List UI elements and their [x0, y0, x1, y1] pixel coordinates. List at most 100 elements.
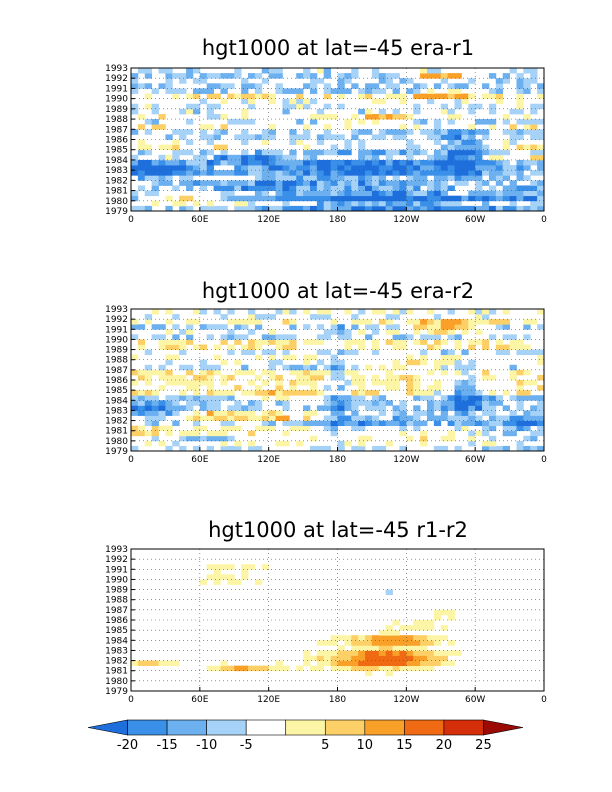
heatmap-cell	[365, 319, 373, 325]
heatmap-cell	[192, 170, 201, 176]
heatmap-cell	[275, 185, 283, 191]
heatmap-cell	[186, 129, 194, 135]
heatmap-cell	[234, 405, 242, 411]
heatmap-cell	[316, 78, 325, 84]
heatmap-cell	[420, 170, 428, 176]
heatmap-cell	[454, 359, 462, 366]
colorbar-tick-label: -5	[240, 738, 253, 753]
heatmap-cell	[337, 93, 345, 100]
heatmap-cell	[385, 83, 393, 89]
heatmap-cell	[461, 149, 469, 156]
heatmap-cell	[282, 665, 290, 672]
heatmap-cell	[344, 149, 352, 156]
heatmap-cell	[358, 374, 366, 381]
heatmap-cell	[420, 390, 428, 396]
heatmap-cell	[248, 405, 256, 411]
heatmap-cell	[426, 395, 435, 401]
heatmap-cell	[131, 165, 139, 171]
heatmap-cell	[440, 185, 449, 191]
heatmap-cell	[426, 165, 435, 171]
heatmap-cell	[447, 139, 455, 146]
heatmap-cell	[447, 159, 455, 166]
heatmap-cell	[488, 309, 497, 315]
heatmap-cell	[523, 410, 531, 416]
heatmap-cell	[413, 103, 421, 110]
heatmap-cell	[186, 205, 194, 212]
heatmap-cell	[248, 195, 256, 202]
heatmap-cell	[151, 405, 159, 411]
heatmap-cell	[330, 319, 338, 325]
heatmap-cell	[516, 93, 524, 100]
heatmap-cell	[365, 108, 373, 115]
heatmap-cell	[495, 445, 504, 452]
heatmap-cell	[227, 185, 235, 191]
heatmap-cell	[351, 655, 359, 661]
heatmap-cell	[344, 180, 352, 186]
heatmap-cell	[227, 93, 235, 100]
heatmap-cell	[530, 180, 538, 186]
heatmap-cell	[206, 395, 214, 401]
heatmap-cell	[371, 374, 380, 381]
heatmap-cell	[440, 415, 449, 421]
heatmap-cell	[275, 309, 283, 315]
heatmap-cell	[268, 134, 276, 140]
heatmap-cell	[537, 103, 545, 110]
heatmap-cell	[351, 319, 359, 325]
heatmap-cell	[254, 339, 263, 345]
heatmap-cell	[537, 185, 545, 191]
heatmap-cell	[282, 390, 290, 396]
heatmap-cell	[275, 165, 283, 171]
heatmap-cell	[206, 324, 214, 330]
heatmap-cell	[440, 149, 449, 156]
heatmap-cell	[330, 425, 338, 432]
heatmap-cell	[406, 139, 414, 146]
heatmap-cell	[303, 380, 311, 386]
heatmap-cell	[365, 420, 373, 427]
heatmap-cell	[475, 395, 483, 401]
heatmap-cell	[268, 329, 276, 335]
heatmap-cell	[537, 400, 545, 406]
heatmap-cell	[358, 380, 366, 386]
heatmap-cell	[454, 334, 462, 340]
heatmap-cell	[234, 119, 242, 125]
x-tick-label: 60W	[465, 695, 485, 705]
heatmap-cell	[461, 170, 469, 176]
heatmap-cell	[268, 415, 276, 421]
heatmap-cell	[165, 159, 173, 166]
heatmap-cell	[440, 650, 449, 656]
heatmap-cell	[275, 88, 283, 94]
heatmap-cell	[199, 78, 208, 84]
heatmap-cell	[371, 73, 380, 79]
heatmap-cell	[241, 159, 249, 166]
heatmap-cell	[358, 415, 366, 421]
heatmap-cell	[131, 334, 139, 340]
heatmap-cell	[406, 129, 414, 135]
heatmap-cell	[220, 180, 228, 186]
heatmap-cell	[248, 415, 256, 421]
heatmap-cell	[502, 344, 510, 350]
heatmap-cell	[468, 159, 476, 166]
colorbar-tick-label: -20	[117, 738, 138, 753]
heatmap-cell	[158, 374, 166, 381]
colorbar-box	[245, 719, 287, 736]
heatmap-cell	[399, 344, 407, 350]
heatmap-cell	[516, 185, 524, 191]
heatmap-cell	[351, 650, 359, 656]
heatmap-cell	[227, 334, 235, 340]
heatmap-cell	[420, 395, 428, 401]
heatmap-cell	[440, 319, 449, 325]
heatmap-cell	[468, 359, 476, 366]
heatmap-cell	[199, 88, 208, 94]
heatmap-cell	[495, 344, 504, 350]
heatmap-cell	[303, 354, 311, 361]
y-tick-label: 1988	[105, 115, 128, 125]
heatmap-cell	[220, 185, 228, 191]
heatmap-cell	[406, 390, 414, 396]
heatmap-cell	[482, 430, 490, 437]
heatmap-cell	[199, 124, 208, 130]
y-tick-label: 1991	[105, 84, 128, 94]
heatmap-cell	[316, 180, 325, 186]
heatmap-cell	[426, 129, 435, 135]
heatmap-cell	[385, 655, 393, 661]
heatmap-cell	[254, 165, 263, 171]
